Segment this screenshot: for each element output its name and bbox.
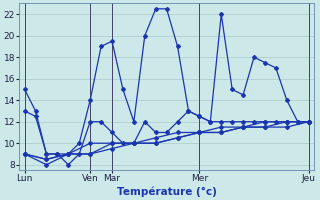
- X-axis label: Température (°c): Température (°c): [117, 186, 217, 197]
